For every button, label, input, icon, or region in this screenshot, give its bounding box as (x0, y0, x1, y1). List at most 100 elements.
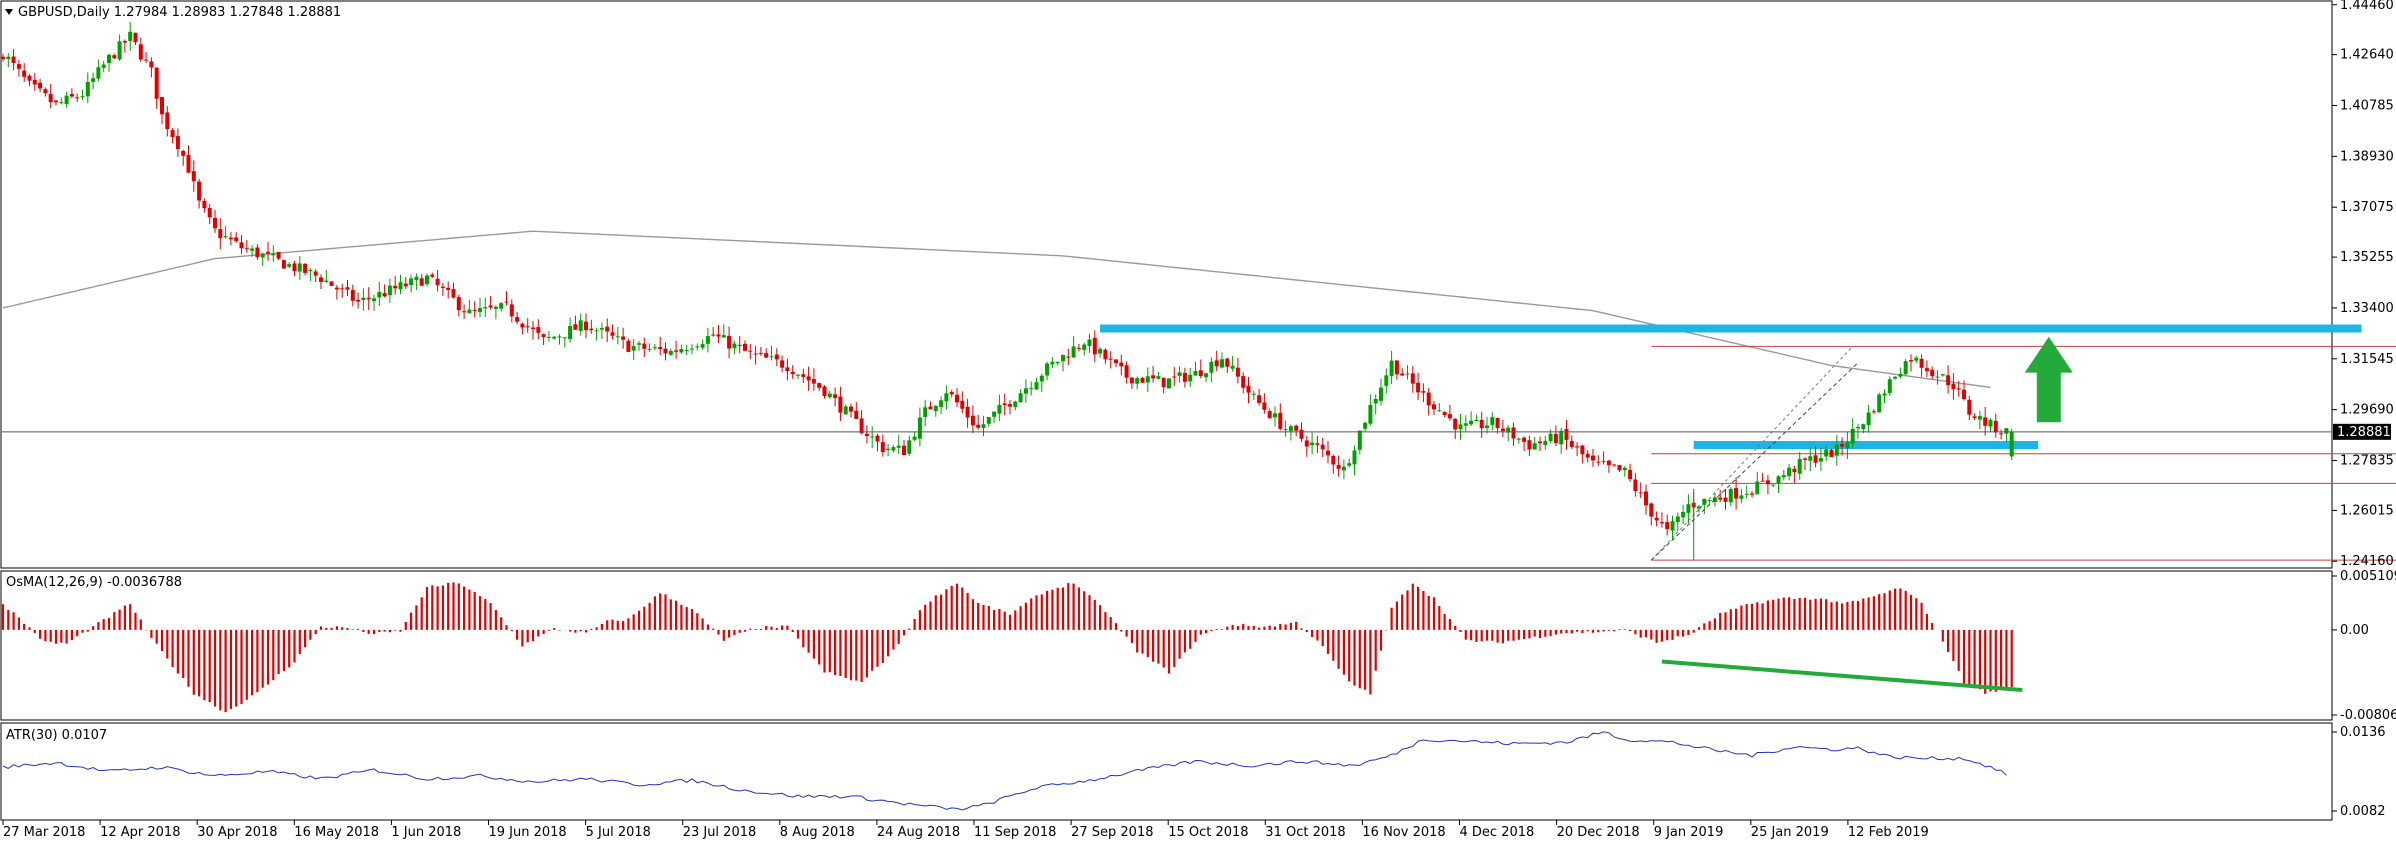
candle (1840, 437, 1845, 456)
time-tick-label: 31 Oct 2018 (1265, 825, 1345, 840)
candle (313, 269, 318, 283)
candle (1421, 383, 1426, 403)
candle (107, 53, 111, 72)
candle (430, 272, 435, 279)
candle (133, 32, 138, 45)
candle (1389, 350, 1394, 384)
candle (334, 285, 339, 300)
candle (769, 345, 774, 361)
price-tick-label: 1.35255 (2340, 250, 2394, 265)
candle (1829, 448, 1834, 458)
candle (382, 284, 387, 298)
time-tick-label: 11 Sep 2018 (974, 825, 1056, 840)
candle (1209, 357, 1214, 383)
candle (1469, 411, 1474, 426)
candle (329, 281, 334, 286)
candle (493, 305, 498, 320)
candle (1845, 431, 1850, 459)
candle (1500, 419, 1505, 438)
candle (207, 204, 212, 225)
candle (308, 268, 313, 282)
candle (1972, 413, 1977, 421)
candle (721, 324, 726, 338)
candle (1871, 409, 1876, 415)
time-tick-label: 23 Jul 2018 (683, 825, 757, 840)
atr-pane-frame (0, 722, 2333, 821)
candle (1119, 354, 1124, 376)
triangle-down-icon[interactable] (5, 9, 13, 15)
candle (1, 53, 5, 62)
candle (615, 327, 620, 345)
candle (1410, 365, 1415, 393)
candle (117, 34, 122, 61)
candle (743, 340, 747, 352)
candle (1988, 418, 1993, 432)
candle (366, 287, 371, 310)
candle (1792, 465, 1797, 483)
price-tick-label: 1.31545 (2340, 352, 2394, 367)
time-tick-label: 24 Aug 2018 (877, 825, 960, 840)
candle (186, 145, 191, 174)
candle (398, 274, 403, 295)
candle (403, 277, 408, 289)
time-tick-label: 16 Nov 2018 (1362, 825, 1445, 840)
candle (1675, 512, 1680, 532)
candle (1331, 454, 1336, 474)
candle (695, 343, 700, 351)
candle (843, 404, 848, 415)
candle (1193, 361, 1198, 376)
candle (1241, 372, 1246, 394)
candle (1246, 376, 1251, 404)
candle (435, 269, 440, 292)
candle (870, 426, 875, 449)
atr-line-layer (2, 731, 2007, 811)
candle (345, 279, 350, 296)
price-tick-label: 1.40785 (2340, 98, 2394, 113)
candle (1225, 357, 1230, 373)
candle (483, 297, 488, 318)
time-tick-label: 16 May 2018 (294, 825, 379, 840)
candle (64, 91, 69, 108)
candle (1718, 489, 1723, 503)
candle (1336, 455, 1341, 477)
candle (917, 407, 922, 447)
candle (658, 336, 663, 356)
candle (732, 340, 737, 355)
candle (1522, 436, 1527, 451)
candle (1569, 435, 1574, 450)
time-tick-label: 19 Jun 2018 (489, 825, 567, 840)
candle (822, 385, 827, 399)
candle (796, 374, 800, 380)
fibonacci-layer: 0.050.061.8100.0 (1650, 345, 2396, 561)
candle (1532, 437, 1537, 450)
candle (1702, 498, 1707, 515)
candle (557, 334, 562, 345)
candle (96, 59, 101, 82)
candle (663, 342, 668, 361)
candle (1760, 472, 1765, 482)
candle (1919, 354, 1924, 377)
candle (875, 433, 880, 452)
time-axis: 27 Mar 2018 12 Apr 2018 30 Apr 2018 16 May … (2, 820, 1929, 840)
candle (1622, 466, 1627, 477)
candle (1416, 372, 1421, 401)
candle (1310, 432, 1315, 455)
candle (181, 149, 186, 166)
candle (1251, 390, 1256, 400)
candle (75, 93, 80, 103)
candle (525, 318, 530, 333)
candle (690, 344, 694, 355)
candle (976, 414, 981, 430)
candle (637, 340, 641, 351)
candle (1294, 424, 1299, 437)
candle (785, 358, 790, 381)
candle (165, 106, 170, 137)
osma-histogram (1, 582, 2023, 713)
candle (1914, 355, 1919, 363)
atr-header: ATR(30) 0.0107 (6, 728, 107, 743)
moving-average-layer (2, 230, 1991, 389)
candle (499, 302, 504, 312)
candle (1018, 389, 1023, 403)
candle (1394, 360, 1399, 380)
